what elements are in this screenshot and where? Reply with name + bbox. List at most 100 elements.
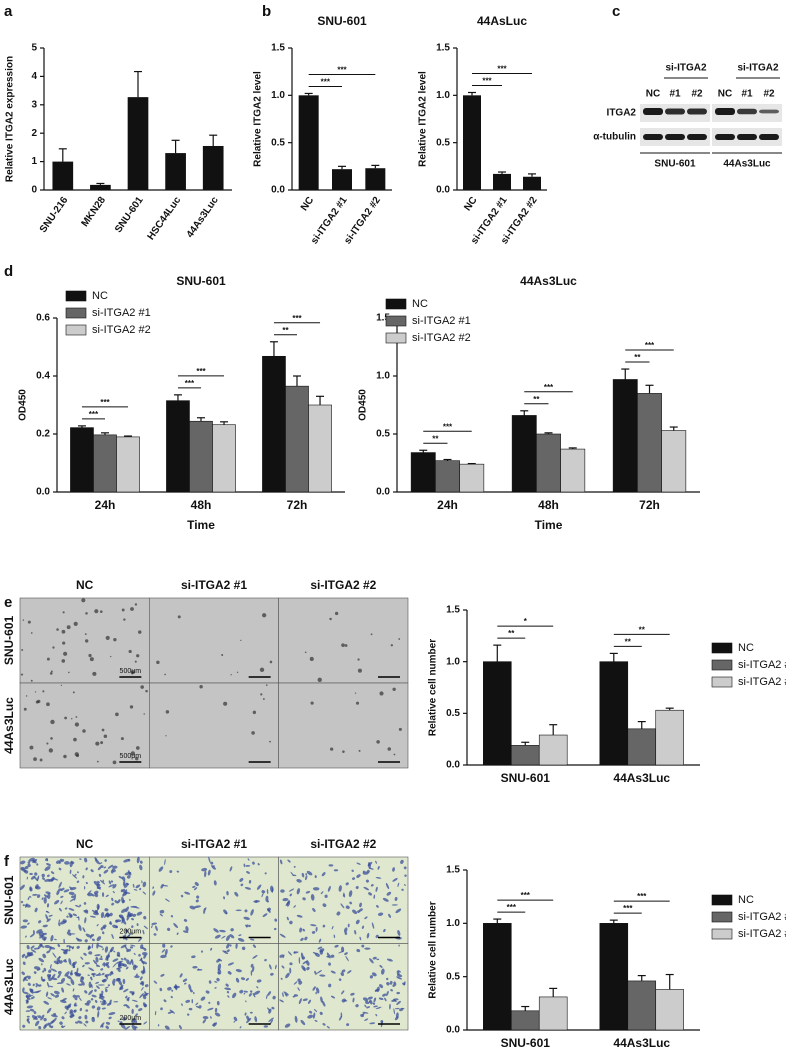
cell [348, 890, 353, 897]
bar [523, 176, 541, 190]
cell [37, 943, 43, 950]
micrograph-bg [19, 943, 150, 1031]
x-tick-label: 48h [191, 498, 212, 512]
cell [97, 904, 100, 911]
cell [78, 924, 82, 932]
colony [165, 710, 170, 714]
cell [363, 886, 370, 891]
y-tick-label: 0.4 [36, 371, 50, 382]
cell [314, 1009, 318, 1013]
cell [76, 916, 80, 918]
column-label: si-ITGA2 #2 [310, 578, 376, 592]
cell [69, 860, 73, 868]
cell [142, 891, 147, 895]
legend-swatch [385, 315, 407, 327]
cell [211, 866, 216, 870]
x-tick-label: 44As3Luc [613, 1036, 670, 1050]
legend-swatch [65, 307, 87, 319]
bar [599, 923, 629, 1031]
cell [129, 946, 134, 949]
y-tick-label: 5 [31, 43, 37, 54]
cell [84, 917, 87, 924]
chart-title: 44As3Luc [520, 274, 577, 288]
cell [240, 977, 246, 981]
cell [340, 903, 345, 909]
colony [344, 644, 348, 647]
blot-band [687, 108, 707, 115]
error-bar [220, 421, 229, 425]
cell [49, 964, 52, 969]
cell [298, 998, 302, 1005]
legend-label: NC [738, 894, 754, 906]
cell [134, 965, 138, 968]
cell [101, 990, 104, 994]
cell [106, 912, 110, 918]
cell [314, 875, 317, 879]
lane-label: #2 [691, 89, 703, 100]
cell [184, 982, 187, 985]
cell [122, 888, 126, 893]
cell [214, 987, 217, 989]
micrograph [149, 943, 279, 1031]
cell [164, 1025, 170, 1030]
significance-label: *** [507, 903, 517, 912]
cell [154, 1010, 157, 1016]
legend-swatch [711, 928, 733, 940]
cell [94, 893, 99, 898]
cell [299, 927, 303, 933]
colony [46, 702, 50, 707]
cell [282, 992, 284, 998]
cell [193, 887, 198, 891]
x-tick-label: NC [462, 195, 479, 213]
cell [322, 924, 326, 928]
significance-label: ** [634, 353, 641, 362]
cell [167, 986, 172, 991]
cell [122, 893, 125, 897]
micrograph [278, 682, 409, 769]
cell [58, 919, 60, 925]
cell [98, 995, 105, 1000]
lane-label: #1 [741, 89, 753, 100]
colony [22, 619, 25, 621]
cell [33, 971, 37, 974]
legend-label: si-ITGA2 #2 [412, 332, 471, 344]
cell [202, 1019, 207, 1024]
cell [289, 967, 292, 974]
cell [191, 999, 194, 1004]
cell [287, 951, 292, 956]
y-axis-label: Relative ITGA2 level [418, 71, 429, 167]
bar [435, 460, 460, 493]
cell [75, 904, 80, 908]
cell [237, 937, 245, 942]
x-tick-label: 72h [287, 498, 308, 512]
cell [91, 943, 94, 949]
colony [376, 740, 380, 744]
cell [50, 992, 56, 997]
cell [26, 1005, 34, 1009]
cell [188, 1007, 193, 1011]
cell [246, 871, 250, 874]
cell [116, 977, 121, 982]
cell [61, 1016, 65, 1020]
cell [35, 983, 40, 987]
cell [96, 964, 100, 968]
error-bar [521, 1005, 530, 1011]
cell [69, 1009, 74, 1013]
cell [111, 933, 114, 939]
blot-band [715, 134, 735, 140]
colony [30, 679, 33, 682]
micrograph-bg [278, 943, 409, 1031]
cell [235, 968, 242, 973]
blot-band [643, 134, 663, 140]
colony [387, 747, 392, 751]
x-axis-label: Time [187, 518, 215, 532]
cell [271, 1006, 275, 1010]
cell [219, 929, 226, 933]
cell [296, 888, 301, 895]
column-label: si-ITGA2 #1 [181, 578, 247, 592]
cell [165, 898, 170, 902]
cell [58, 867, 62, 871]
cell [261, 892, 264, 898]
colony [68, 671, 70, 674]
cell [393, 999, 397, 1003]
